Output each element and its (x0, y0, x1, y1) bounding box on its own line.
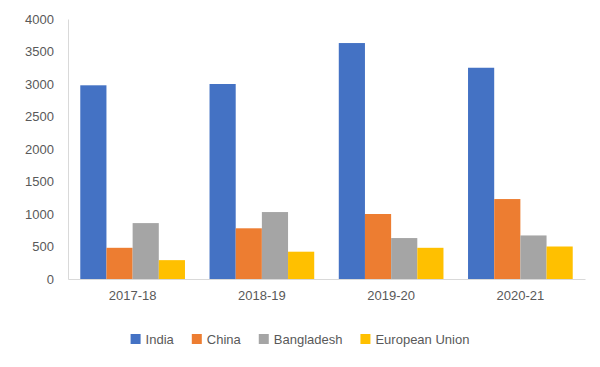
bar (236, 228, 262, 279)
y-tick-label: 1500 (25, 174, 54, 189)
y-axis-line (68, 20, 69, 280)
x-axis: 2017-18 2018-19 2019-20 2020-21 (69, 279, 586, 303)
series (106, 199, 520, 279)
y-tick: 0 (47, 272, 68, 287)
legend-item: China (192, 332, 242, 347)
legend-label: India (146, 332, 175, 347)
y-tick-label: 3000 (25, 77, 54, 92)
y-tick: 500 (32, 239, 68, 254)
legend-item: India (131, 332, 175, 347)
legend-item: Bangladesh (259, 332, 343, 347)
x-tick-label: 2020-21 (497, 288, 545, 303)
x-tick: 2020-21 (497, 279, 545, 303)
bar (547, 247, 573, 280)
legend-swatch (131, 334, 141, 344)
x-tick-label: 2019-20 (367, 288, 415, 303)
bar (417, 248, 443, 279)
legend-swatch (259, 334, 269, 344)
bar (520, 235, 546, 279)
y-tick-label: 2000 (25, 142, 54, 157)
x-tick: 2018-19 (238, 279, 286, 303)
legend-label: European Union (375, 332, 469, 347)
bar (210, 84, 236, 279)
y-axis: 0 500 1000 1500 2000 2500 3000 3500 4000 (25, 12, 68, 287)
y-tick-label: 3500 (25, 44, 54, 59)
y-tick: 2500 (25, 109, 68, 124)
series (80, 43, 494, 279)
legend-swatch (360, 334, 370, 344)
legend-label: Bangladesh (274, 332, 343, 347)
bars (80, 43, 572, 279)
y-tick: 3500 (25, 44, 68, 59)
bar (339, 43, 365, 279)
y-tick-label: 1000 (25, 207, 54, 222)
bar (106, 248, 132, 279)
bar (80, 85, 106, 279)
x-tick-label: 2017-18 (109, 288, 157, 303)
bar (365, 214, 391, 279)
bar (159, 260, 185, 279)
y-tick: 1000 (25, 207, 68, 222)
y-tick: 1500 (25, 174, 68, 189)
bar (288, 252, 314, 279)
legend-item: European Union (360, 332, 469, 347)
y-tick-label: 500 (32, 239, 54, 254)
chart: 050010001500200025003000350040002017-182… (0, 0, 600, 367)
y-tick-label: 4000 (25, 12, 54, 27)
bar (468, 68, 494, 279)
series (133, 212, 547, 279)
legend: India China Bangladesh European Union (131, 332, 470, 347)
y-tick: 2000 (25, 142, 68, 157)
x-axis-line (69, 279, 586, 280)
plot: 050010001500200025003000350040002017-182… (25, 12, 585, 304)
series (159, 247, 573, 280)
x-tick-label: 2018-19 (238, 288, 286, 303)
y-tick-label: 2500 (25, 109, 54, 124)
y-tick: 4000 (25, 12, 68, 27)
bar (133, 223, 159, 279)
y-tick-label: 0 (47, 272, 54, 287)
bar (262, 212, 288, 279)
legend-label: China (207, 332, 242, 347)
bar (494, 199, 520, 279)
legend-swatch (192, 334, 202, 344)
x-tick: 2017-18 (109, 279, 157, 303)
bar (391, 238, 417, 279)
y-tick: 3000 (25, 77, 68, 92)
x-tick: 2019-20 (367, 279, 415, 303)
